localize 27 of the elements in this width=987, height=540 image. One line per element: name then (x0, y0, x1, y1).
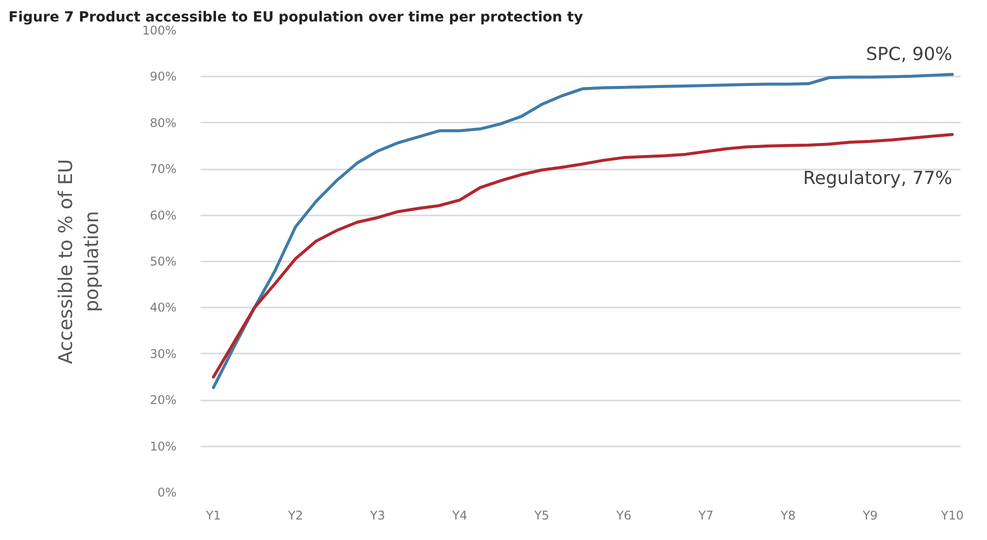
y-tick-label: 100% (142, 24, 177, 38)
y-tick-label: 90% (150, 70, 176, 84)
annotation: SPC, 90% (866, 44, 952, 65)
x-tick-label: Y8 (780, 508, 796, 522)
y-tick-label: 40% (150, 300, 176, 315)
x-tick-label: Y7 (698, 508, 714, 522)
x-tick-label: Y10 (940, 508, 964, 522)
line-series (212, 72, 954, 390)
x-tick-label: Y6 (615, 508, 632, 522)
x-tick-label: Y4 (451, 508, 468, 522)
x-tick-label: Y9 (862, 508, 878, 522)
y-tick-label: 80% (150, 116, 176, 130)
y-tick-label: 60% (150, 208, 176, 222)
line-series (212, 132, 954, 378)
y-axis-title: Accessible to % of EU population (54, 159, 104, 364)
x-tick-label: Y2 (287, 508, 304, 522)
x-tick-label: Y1 (204, 508, 221, 522)
x-tick-label: Y5 (533, 508, 550, 522)
y-tick-label: 0% (157, 486, 177, 500)
y-tick-label: 30% (150, 346, 176, 361)
chart-title: Figure 7 Product accessible to EU population over time per protection ty (8, 10, 583, 26)
y-tick-label: 70% (150, 162, 176, 176)
annotation: Regulatory, 77% (803, 168, 952, 189)
y-tick-label: 50% (150, 254, 176, 268)
y-tick-label: 10% (150, 439, 176, 454)
x-tick-label: Y3 (369, 508, 386, 522)
y-tick-label: 20% (150, 393, 176, 408)
